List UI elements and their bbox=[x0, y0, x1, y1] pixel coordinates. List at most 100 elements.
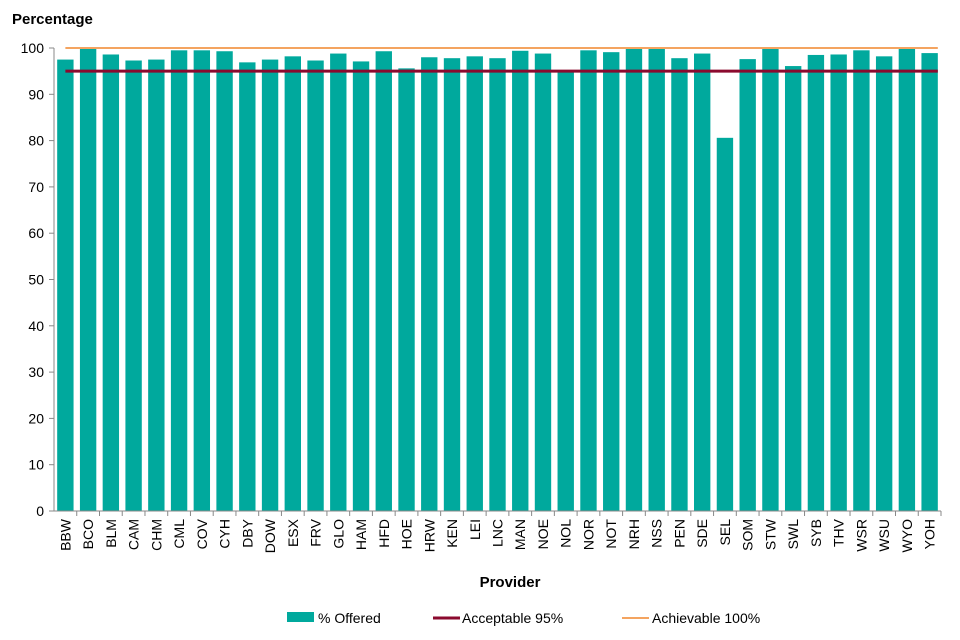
x-tick-label: LEI bbox=[467, 519, 483, 540]
bar-pen bbox=[671, 58, 688, 511]
legend-swatch-offered bbox=[287, 612, 314, 622]
x-tick-label: KEN bbox=[444, 519, 460, 548]
x-tick-label: PEN bbox=[671, 519, 687, 548]
bar-glo bbox=[330, 53, 347, 511]
x-tick-label: NOT bbox=[603, 519, 619, 549]
bar-syb bbox=[807, 54, 825, 511]
y-tick-label: 60 bbox=[28, 225, 44, 241]
bar-hfd bbox=[375, 51, 392, 512]
bar-sel bbox=[716, 137, 734, 511]
bar-som bbox=[739, 59, 756, 511]
x-tick-label: SEL bbox=[717, 519, 733, 546]
x-tick-label: WSU bbox=[876, 519, 892, 552]
bar-sde bbox=[694, 53, 711, 511]
bar-lei bbox=[466, 56, 483, 512]
x-tick-label: NRH bbox=[626, 519, 642, 549]
bar-cyh bbox=[216, 51, 233, 512]
x-tick-label: NOE bbox=[535, 519, 551, 549]
x-tick-label: BLM bbox=[103, 519, 119, 548]
x-tick-label: THV bbox=[831, 518, 847, 547]
y-tick-label: 0 bbox=[36, 503, 44, 519]
x-tick-label: BCO bbox=[80, 519, 96, 549]
bar-frv bbox=[307, 60, 324, 511]
bar-nol bbox=[557, 72, 574, 512]
bar-thv bbox=[830, 54, 847, 512]
x-tick-label: ESX bbox=[285, 518, 301, 547]
x-tick-label: NOL bbox=[558, 519, 574, 548]
x-tick-label: COV bbox=[194, 518, 210, 549]
x-tick-label: WYO bbox=[899, 519, 915, 553]
x-tick-label: LNC bbox=[490, 519, 506, 547]
bars-group bbox=[57, 48, 938, 512]
y-tick-label: 40 bbox=[28, 318, 44, 334]
x-tick-label: DOW bbox=[262, 518, 278, 553]
bar-ken bbox=[443, 58, 461, 511]
bar-nss bbox=[648, 48, 665, 512]
y-tick-labels: 0 10 20 30 40 50 60 70 80 90 100 bbox=[21, 40, 45, 519]
x-tick-label: CAM bbox=[126, 519, 142, 550]
x-tick-label: NOR bbox=[580, 519, 596, 550]
bar-stw bbox=[762, 48, 779, 512]
bar-nrh bbox=[625, 48, 643, 512]
x-tick-label: SWL bbox=[785, 519, 801, 550]
bar-lnc bbox=[489, 58, 506, 511]
y-tick-label: 50 bbox=[28, 272, 44, 288]
x-tick-label: FRV bbox=[308, 518, 324, 546]
bar-cov bbox=[193, 50, 211, 511]
legend-label-offered: % Offered bbox=[318, 610, 381, 626]
x-tick-label: SOM bbox=[740, 519, 756, 551]
x-tick-label: DBY bbox=[239, 518, 255, 547]
bar-blm bbox=[102, 54, 120, 512]
bar-bbw bbox=[57, 59, 74, 511]
x-tick-label: CHM bbox=[148, 519, 164, 551]
x-tick-label: STW bbox=[762, 518, 778, 550]
bar-wsu bbox=[875, 56, 893, 512]
bar-dby bbox=[239, 62, 256, 512]
bar-not bbox=[603, 52, 620, 512]
x-tick-label: HOE bbox=[399, 519, 415, 549]
x-tick-label: YOH bbox=[922, 519, 938, 549]
bar-esx bbox=[284, 56, 301, 512]
x-tick-label: NSS bbox=[649, 519, 665, 548]
bar-hoe bbox=[398, 68, 415, 511]
bar-bco bbox=[79, 48, 97, 512]
bar-yoh bbox=[921, 53, 938, 512]
bar-wyo bbox=[898, 48, 916, 512]
bar-hrw bbox=[421, 57, 438, 511]
x-tick-label: HAM bbox=[353, 519, 369, 550]
y-tick-label: 30 bbox=[28, 364, 44, 380]
bar-swl bbox=[784, 66, 802, 511]
x-axis-title: Provider bbox=[480, 574, 541, 591]
bar-noe bbox=[534, 53, 552, 511]
y-tick-label: 70 bbox=[28, 179, 44, 195]
x-tick-label: MAN bbox=[512, 519, 528, 550]
y-tick-label: 90 bbox=[28, 86, 44, 102]
legend-label-acceptable: Acceptable 95% bbox=[462, 610, 563, 626]
x-tick-label: BBW bbox=[57, 518, 73, 551]
x-tick-label: GLO bbox=[330, 519, 346, 549]
bar-dow bbox=[261, 59, 279, 511]
axes bbox=[49, 47, 942, 516]
y-tick-label: 100 bbox=[21, 40, 45, 56]
bar-ham bbox=[352, 61, 370, 511]
legend-label-achievable: Achievable 100% bbox=[652, 610, 760, 626]
bar-man bbox=[512, 50, 529, 511]
x-tick-label: HRW bbox=[421, 518, 437, 552]
x-tick-labels: BBW BCO BLM CAM CHM CML COV CYH DBY DOW ESX FRV GLO H… bbox=[57, 518, 937, 553]
y-tick-label: 20 bbox=[28, 410, 44, 426]
y-axis-title: Percentage bbox=[12, 11, 93, 28]
bar-wsr bbox=[853, 50, 870, 511]
bar-cml bbox=[170, 50, 188, 511]
x-tick-label: CYH bbox=[217, 519, 233, 549]
reference-lines bbox=[65, 47, 938, 73]
x-tick-label: HFD bbox=[376, 519, 392, 548]
x-tick-label: CML bbox=[171, 519, 187, 549]
bar-chm bbox=[148, 59, 165, 511]
bar-cam bbox=[125, 60, 142, 511]
x-tick-label: WSR bbox=[853, 519, 869, 552]
x-tick-label: SDE bbox=[694, 519, 710, 548]
y-tick-label: 10 bbox=[28, 457, 44, 473]
x-tick-label: SYB bbox=[808, 519, 824, 547]
legend: % Offered Acceptable 95% Achievable 100% bbox=[287, 610, 760, 626]
